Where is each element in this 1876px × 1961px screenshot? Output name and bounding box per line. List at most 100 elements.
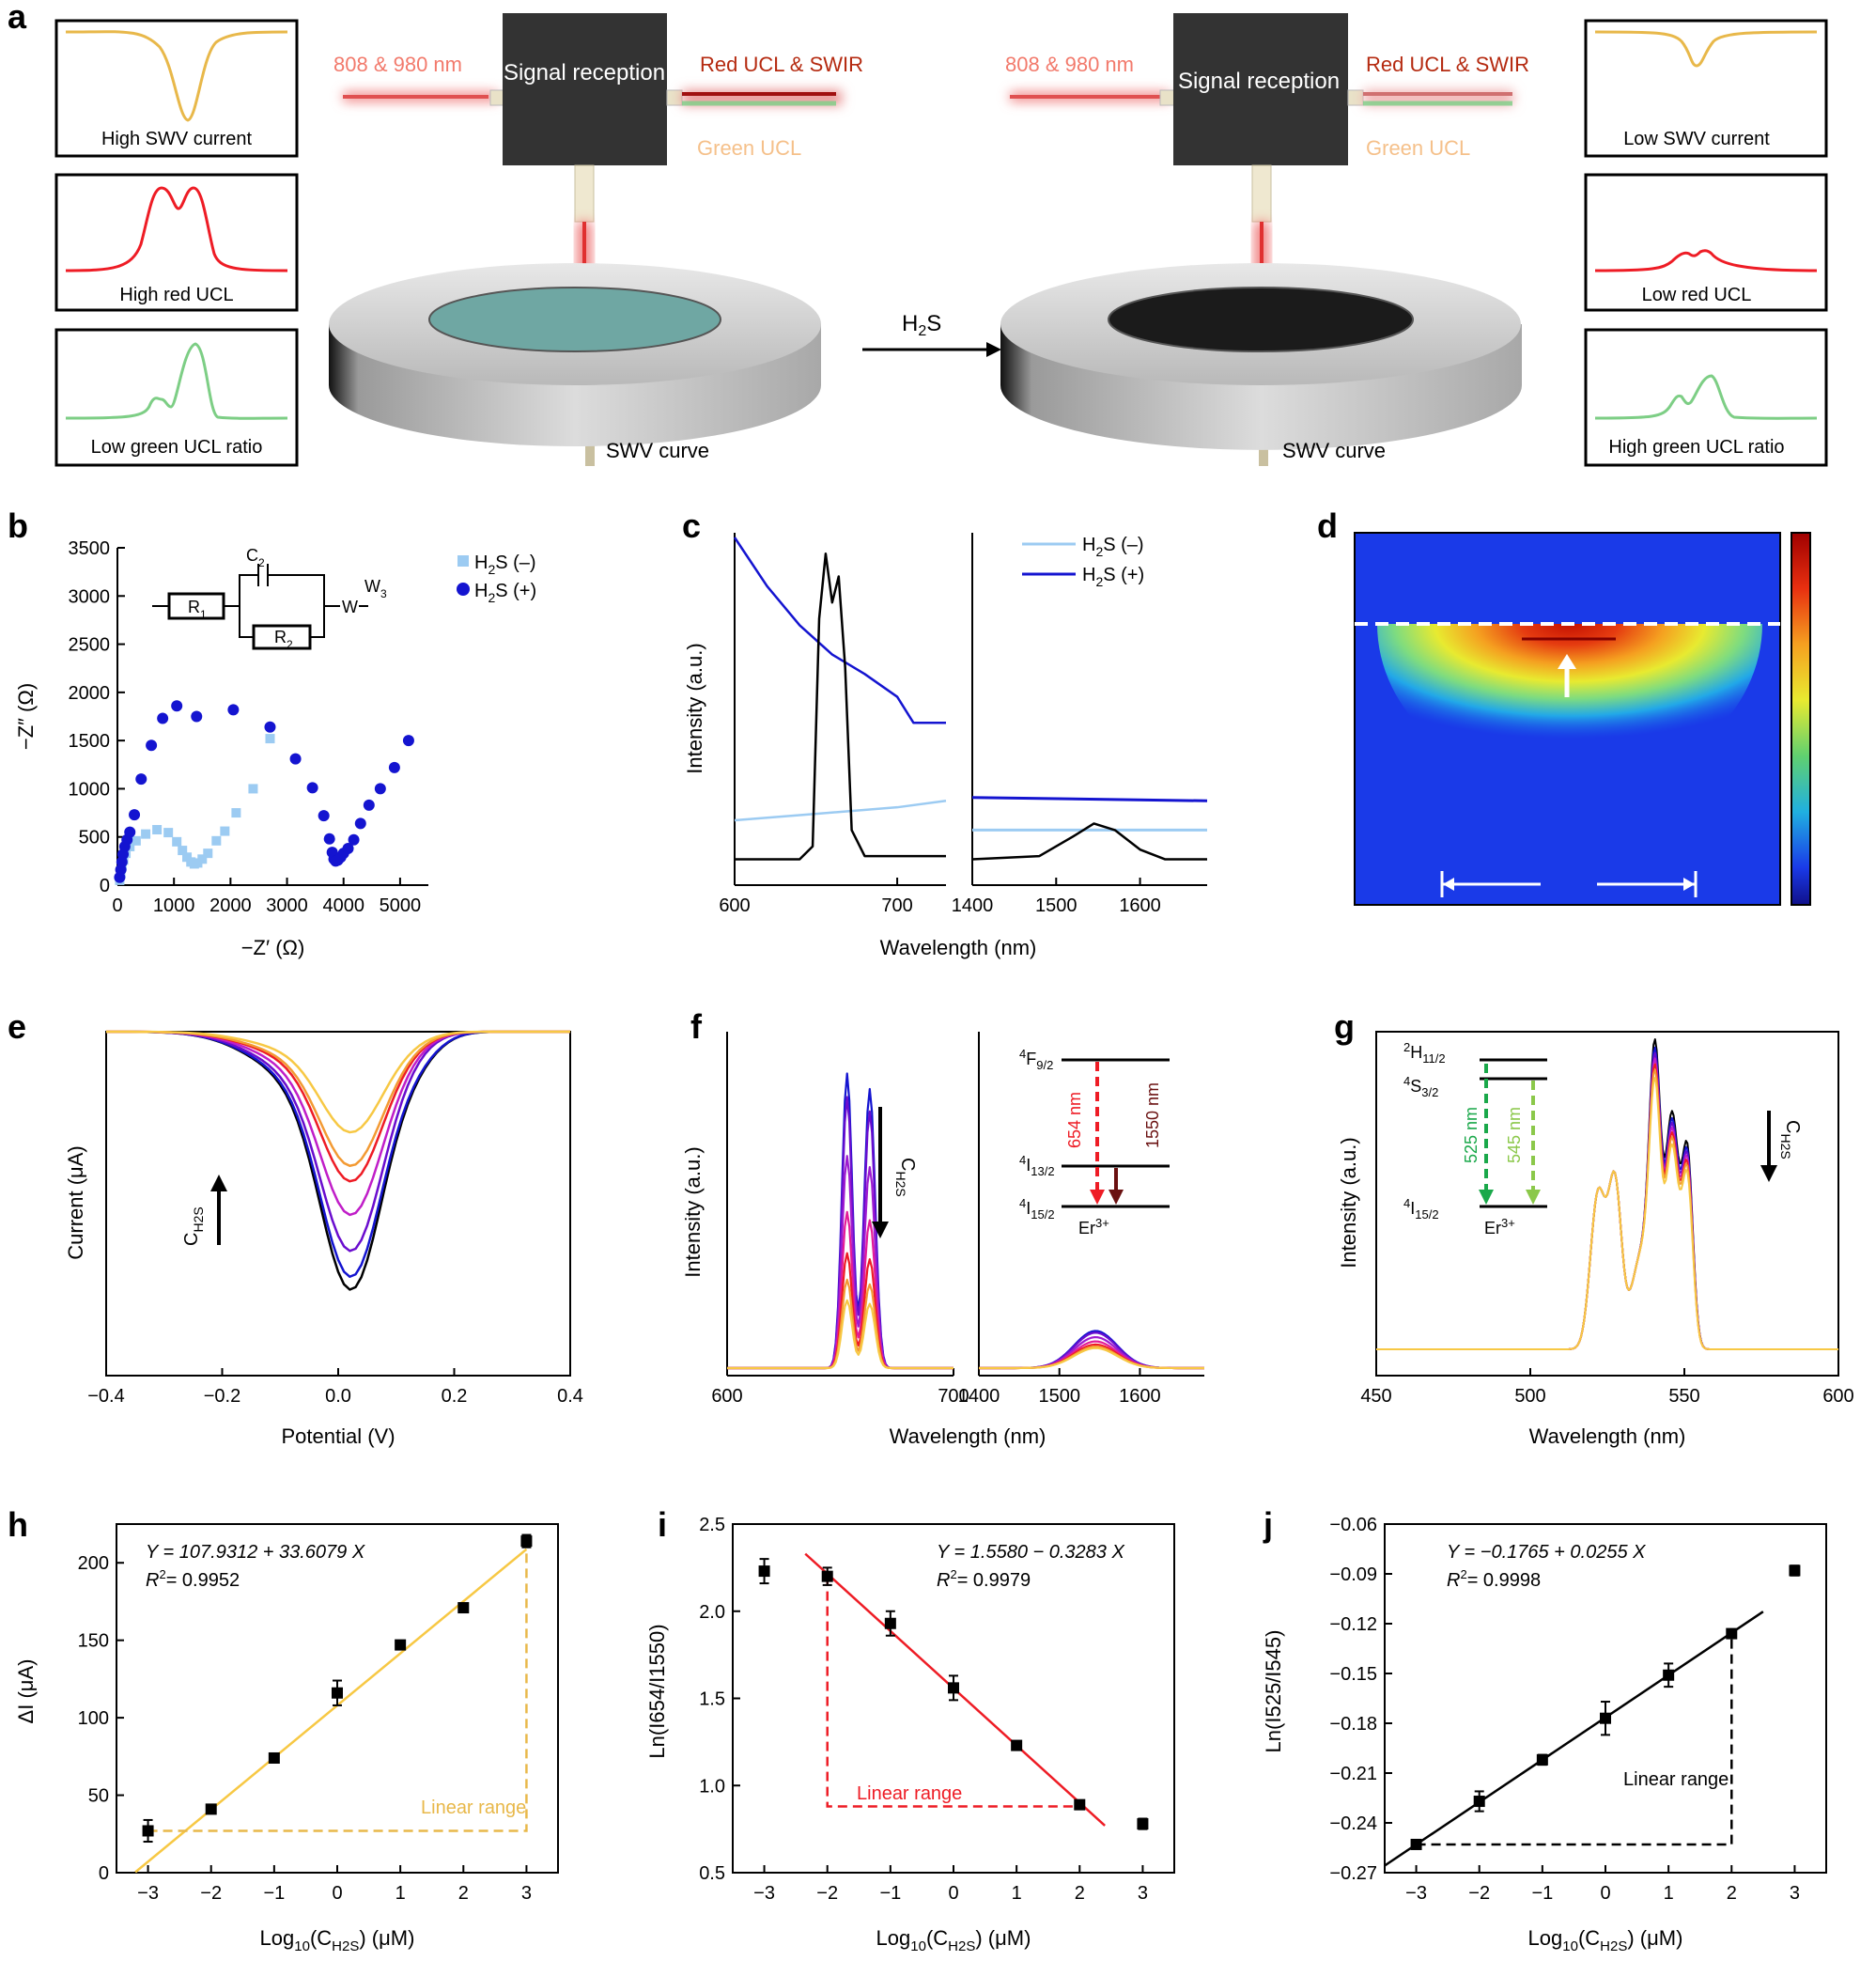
right-box-3: High green UCL ratio xyxy=(1584,328,1828,467)
e-series-1 xyxy=(105,1030,570,1279)
f-ion-label: Er3+ xyxy=(1078,1216,1109,1237)
f-transition-label-0: 654 nm xyxy=(1065,1092,1084,1148)
i-ytick-label-3: 2.0 xyxy=(699,1602,725,1623)
signal-reception-right: Signal reception xyxy=(1178,69,1340,94)
f-level-label-1: 4I13/2 xyxy=(1019,1153,1055,1178)
c-seg2-xtick-label-0: 1400 xyxy=(952,895,994,916)
h-point-5 xyxy=(457,1602,470,1614)
b-circuit-wire-4 xyxy=(310,605,340,638)
c-series-2-seg1 xyxy=(735,553,946,861)
b-point-s1-27 xyxy=(354,817,366,830)
left-box-3-label: Low green UCL ratio xyxy=(91,437,263,458)
i-xlabel: Log10(CH2S) (μM) xyxy=(876,1926,1031,1954)
i-point-5 xyxy=(1074,1798,1086,1811)
h-xtick-label-4: 1 xyxy=(395,1883,406,1904)
right-box-2-label: Low red UCL xyxy=(1642,285,1752,305)
left-box-3: Low green UCL ratio xyxy=(54,328,299,467)
e-xtick-label-3: 0.2 xyxy=(442,1386,468,1407)
j-point-1 xyxy=(1473,1796,1485,1808)
f-xlabel: Wavelength (nm) xyxy=(890,1424,1047,1448)
charts-layer: 0 1000 2000 3000 4000 50000500100015002000250… xyxy=(14,533,1854,1954)
h-xtick-label-1: −2 xyxy=(200,1883,222,1904)
g-series-1 xyxy=(1376,1046,1838,1350)
b-ylabel: −Z″ (Ω) xyxy=(14,683,38,750)
h-point-1 xyxy=(205,1803,217,1815)
panel-label-e: e xyxy=(8,1007,26,1046)
b-point-s0-21 xyxy=(248,784,258,794)
swv-high-curve xyxy=(65,30,288,122)
g-transition-545-head xyxy=(1526,1190,1541,1205)
c-xlabel: Wavelength (nm) xyxy=(880,936,1037,959)
h2s-arrow: H2S xyxy=(862,311,1001,357)
i-point-3 xyxy=(948,1682,959,1694)
g-level-label-1: 4S3/2 xyxy=(1403,1074,1438,1099)
f-arrow-head xyxy=(872,1222,889,1238)
h-ylabel: ΔI (μA) xyxy=(14,1659,38,1724)
i-point-0 xyxy=(758,1565,770,1578)
b-point-s1-10 xyxy=(157,712,169,724)
f-series-6-seg2 xyxy=(979,1346,1204,1370)
right-box-1-label: Low SWV current xyxy=(1623,129,1770,149)
h-xtick-label-3: 0 xyxy=(332,1883,342,1904)
j-xtick-label-0: −3 xyxy=(1405,1883,1427,1904)
j-xtick-label-2: −1 xyxy=(1531,1883,1553,1904)
panel-h: −3 −2 −1 0 1 2 3 0 50 100 150 200 Log10(CH2S) (μM) ΔI… xyxy=(14,1523,559,1954)
i-xtick-label-6: 3 xyxy=(1138,1883,1148,1904)
i-point-1 xyxy=(821,1570,833,1582)
j-ytick-label-7: −0.27 xyxy=(1329,1863,1377,1884)
i-ylabel: Ln(I654/I1550) xyxy=(645,1624,669,1758)
f-series-0-seg2 xyxy=(979,1330,1205,1370)
c-seg2-xtick-label-1: 1500 xyxy=(1035,895,1078,916)
green-output-label-left: Green UCL xyxy=(697,136,801,160)
j-point-5 xyxy=(1726,1627,1738,1640)
b-c2-label: C2 xyxy=(246,546,265,569)
b-point-s1-11 xyxy=(171,700,183,712)
b-point-s1-28 xyxy=(363,799,375,811)
b-point-s1-13 xyxy=(227,704,240,716)
b-circuit-wire-1 xyxy=(224,574,258,607)
b-point-s0-12 xyxy=(182,852,193,863)
b-legend-label-0: H2S (–) xyxy=(474,553,536,577)
j-point-6 xyxy=(1789,1564,1801,1577)
f-series-6-seg1 xyxy=(727,1299,954,1370)
i-point-6 xyxy=(1137,1818,1149,1830)
b-point-s0-9 xyxy=(163,828,174,838)
b-point-s0-17 xyxy=(203,848,213,859)
b-w-label: W xyxy=(342,598,358,616)
b-circuit-wire-2 xyxy=(239,606,254,638)
b-point-s1-7 xyxy=(129,809,141,821)
j-xtick-label-4: 1 xyxy=(1664,1883,1674,1904)
h-xlabel: Log10(CH2S) (μM) xyxy=(260,1926,415,1954)
b-ytick-label-2: 1000 xyxy=(69,779,111,800)
f-level-label-0: 4F9/2 xyxy=(1019,1047,1053,1072)
b-w3-label: W3 xyxy=(364,577,387,600)
g-xlabel: Wavelength (nm) xyxy=(1529,1424,1686,1448)
b-ytick-label-4: 2000 xyxy=(69,683,111,704)
i-equation: Y = 1.5580 − 0.3283 X xyxy=(937,1542,1124,1563)
panel-b: 0 1000 2000 3000 4000 5000 0 500 1000 1500 2000 250… xyxy=(14,538,536,959)
c-legend-label-1: H2S (+) xyxy=(1082,565,1144,589)
right-box-3-label: High green UCL ratio xyxy=(1608,437,1784,458)
b-point-s0-8 xyxy=(152,825,163,835)
device-left: Signal reception 808 & 980 nm Red UCL & … xyxy=(329,13,863,466)
signal-reception-left: Signal reception xyxy=(504,60,665,86)
j-ylabel: Ln(I525/I545) xyxy=(1262,1630,1285,1753)
c-series-0-seg1 xyxy=(734,800,947,822)
f-seg1-xtick-label-0: 600 xyxy=(711,1386,742,1407)
excitation-label-right: 808 & 980 nm xyxy=(1005,53,1134,76)
h-r2: R2= 0.9952 xyxy=(146,1567,240,1591)
panel-label-b: b xyxy=(8,506,28,545)
i-range-dash xyxy=(826,1576,1080,1808)
g-xtick-label-1: 500 xyxy=(1514,1386,1545,1407)
i-xtick-label-0: −3 xyxy=(753,1883,775,1904)
j-r2: R2= 0.9998 xyxy=(1447,1567,1541,1591)
b-ytick-label-0: 0 xyxy=(100,876,110,896)
e-series-0 xyxy=(105,1030,570,1291)
i-xtick-label-2: −1 xyxy=(879,1883,901,1904)
j-ytick-label-0: −0.06 xyxy=(1329,1515,1377,1535)
g-level-label-2: 4I15/2 xyxy=(1403,1196,1439,1222)
red-low-curve xyxy=(1594,249,1818,272)
g-series-2 xyxy=(1376,1051,1838,1350)
j-ytick-label-2: −0.12 xyxy=(1329,1614,1377,1635)
